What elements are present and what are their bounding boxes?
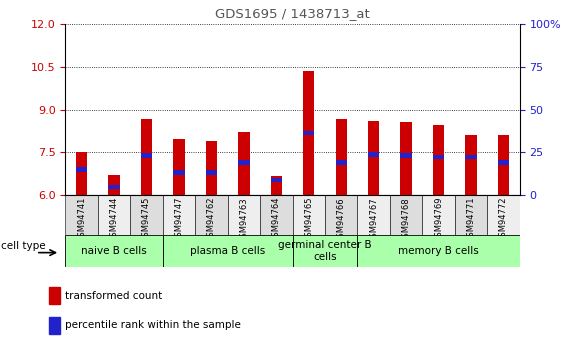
Bar bbox=[293, 235, 357, 267]
Bar bbox=[49, 317, 60, 334]
Text: naive B cells: naive B cells bbox=[81, 246, 147, 256]
Bar bbox=[465, 155, 477, 159]
Bar bbox=[455, 195, 487, 235]
Bar bbox=[98, 195, 130, 235]
Bar bbox=[433, 125, 444, 195]
Bar bbox=[260, 195, 293, 235]
Bar bbox=[433, 155, 444, 159]
Bar bbox=[498, 135, 509, 195]
Text: GSM94768: GSM94768 bbox=[402, 197, 411, 243]
Bar bbox=[270, 176, 282, 195]
Bar bbox=[206, 141, 217, 195]
Bar bbox=[368, 121, 379, 195]
Text: GSM94767: GSM94767 bbox=[369, 197, 378, 243]
Bar bbox=[162, 195, 195, 235]
Bar bbox=[141, 119, 152, 195]
Text: GSM94763: GSM94763 bbox=[239, 197, 248, 243]
Bar bbox=[293, 195, 325, 235]
Bar bbox=[303, 71, 315, 195]
Bar bbox=[357, 195, 390, 235]
Bar bbox=[130, 195, 162, 235]
Bar bbox=[76, 167, 87, 171]
Title: GDS1695 / 1438713_at: GDS1695 / 1438713_at bbox=[215, 7, 370, 20]
Bar bbox=[390, 195, 423, 235]
Text: plasma B cells: plasma B cells bbox=[190, 246, 265, 256]
Text: GSM94772: GSM94772 bbox=[499, 197, 508, 243]
Text: GSM94745: GSM94745 bbox=[142, 197, 151, 242]
Text: cell type: cell type bbox=[1, 241, 46, 251]
Bar bbox=[108, 185, 120, 189]
Text: GSM94747: GSM94747 bbox=[174, 197, 183, 243]
Text: memory B cells: memory B cells bbox=[398, 246, 479, 256]
Text: GSM94744: GSM94744 bbox=[110, 197, 119, 242]
Bar bbox=[206, 170, 217, 175]
Bar bbox=[357, 235, 520, 267]
Text: percentile rank within the sample: percentile rank within the sample bbox=[65, 321, 241, 331]
Text: germinal center B
cells: germinal center B cells bbox=[278, 240, 372, 262]
Bar bbox=[325, 195, 357, 235]
Text: GSM94766: GSM94766 bbox=[337, 197, 346, 243]
Bar bbox=[368, 152, 379, 157]
Text: GSM94762: GSM94762 bbox=[207, 197, 216, 243]
Text: GSM94771: GSM94771 bbox=[466, 197, 475, 243]
Bar bbox=[303, 131, 315, 135]
Bar bbox=[162, 235, 293, 267]
Text: transformed count: transformed count bbox=[65, 290, 162, 300]
Text: GSM94765: GSM94765 bbox=[304, 197, 313, 243]
Bar bbox=[487, 195, 520, 235]
Bar bbox=[76, 152, 87, 195]
Bar bbox=[228, 195, 260, 235]
Bar bbox=[336, 160, 347, 165]
Bar bbox=[65, 195, 98, 235]
Bar bbox=[270, 178, 282, 182]
Text: GSM94741: GSM94741 bbox=[77, 197, 86, 242]
Bar bbox=[238, 132, 249, 195]
Text: GSM94769: GSM94769 bbox=[434, 197, 443, 243]
Bar bbox=[49, 287, 60, 304]
Bar bbox=[336, 119, 347, 195]
Bar bbox=[465, 135, 477, 195]
Bar bbox=[498, 160, 509, 165]
Bar bbox=[141, 154, 152, 158]
Bar bbox=[238, 160, 249, 165]
Bar bbox=[65, 235, 162, 267]
Bar bbox=[173, 170, 185, 175]
Bar bbox=[400, 154, 412, 158]
Bar bbox=[423, 195, 455, 235]
Bar bbox=[195, 195, 228, 235]
Bar bbox=[108, 175, 120, 195]
Text: GSM94764: GSM94764 bbox=[272, 197, 281, 243]
Bar bbox=[400, 122, 412, 195]
Bar bbox=[173, 139, 185, 195]
